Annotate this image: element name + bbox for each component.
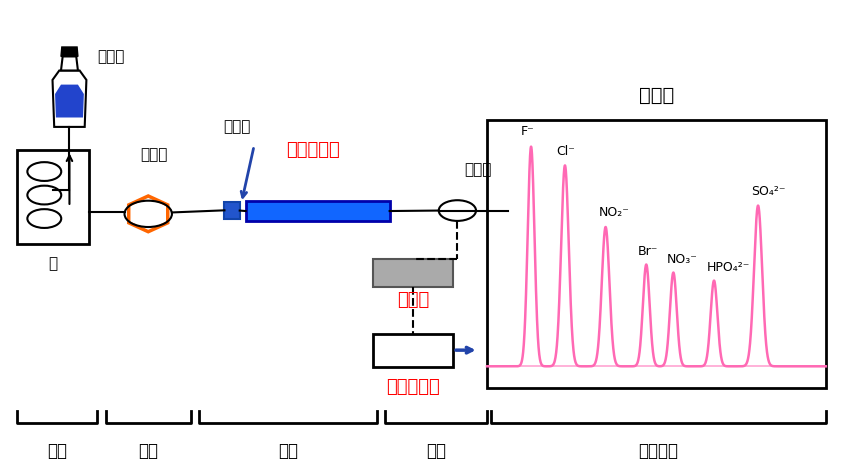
Text: Br⁻: Br⁻ — [638, 245, 658, 258]
Text: 数据记录: 数据记录 — [639, 442, 678, 460]
Text: 输液: 输液 — [47, 442, 67, 460]
Text: 保护柱: 保护柱 — [224, 119, 251, 134]
Text: HPO₄²⁻: HPO₄²⁻ — [707, 261, 750, 274]
Text: 离子色谱柱: 离子色谱柱 — [286, 141, 340, 159]
Bar — [487, 120, 826, 388]
Polygon shape — [61, 56, 78, 70]
Bar — [373, 258, 453, 287]
Text: F⁻: F⁻ — [521, 125, 534, 138]
Text: 电导检测器: 电导检测器 — [386, 378, 440, 397]
Text: 检测池: 检测池 — [464, 162, 491, 177]
Text: 抑制器: 抑制器 — [396, 291, 429, 310]
Bar — [246, 201, 390, 221]
Polygon shape — [61, 47, 78, 56]
Polygon shape — [53, 70, 86, 127]
Text: 检测: 检测 — [426, 442, 446, 460]
Bar — [373, 334, 453, 367]
Text: 色谱图: 色谱图 — [639, 86, 674, 105]
Text: 进样器: 进样器 — [140, 148, 167, 163]
Text: NO₃⁻: NO₃⁻ — [667, 253, 697, 266]
Text: 流动相: 流动相 — [97, 49, 125, 64]
Text: SO₄²⁻: SO₄²⁻ — [751, 185, 786, 197]
Bar — [224, 202, 240, 219]
Bar — [17, 150, 89, 244]
Text: Cl⁻: Cl⁻ — [556, 145, 575, 158]
Polygon shape — [55, 85, 84, 118]
Text: 分离: 分离 — [278, 442, 298, 460]
Text: 泵: 泵 — [48, 256, 58, 271]
Text: 进样: 进样 — [138, 442, 158, 460]
Text: NO₂⁻: NO₂⁻ — [599, 206, 629, 219]
